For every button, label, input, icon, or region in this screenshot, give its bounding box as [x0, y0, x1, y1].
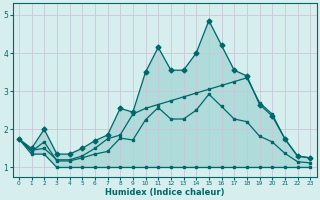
X-axis label: Humidex (Indice chaleur): Humidex (Indice chaleur) [105, 188, 224, 197]
